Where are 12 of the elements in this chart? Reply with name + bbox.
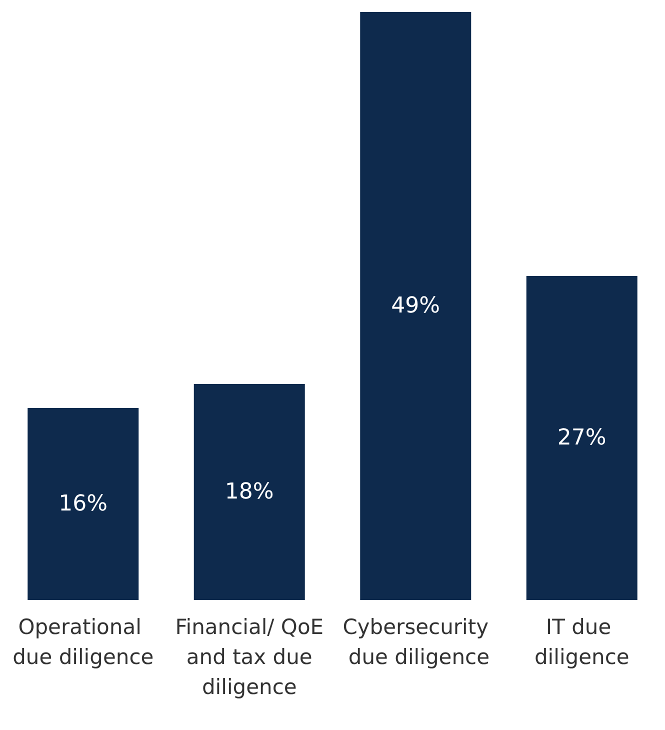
bar xyxy=(28,408,139,600)
data-label: 18% xyxy=(224,480,274,504)
x-tick-label: Operational due diligence xyxy=(12,615,154,669)
x-tick-label: Cybersecurity due diligence xyxy=(342,615,490,669)
x-tick-label: Financial/ QoE and tax due diligence xyxy=(175,615,324,699)
x-tick-label: IT due diligence xyxy=(534,615,630,669)
data-label: 16% xyxy=(58,492,108,516)
bar xyxy=(360,12,472,600)
data-label: 49% xyxy=(391,294,440,318)
bar xyxy=(194,384,305,600)
data-label: 27% xyxy=(557,426,606,450)
bar xyxy=(526,276,638,600)
